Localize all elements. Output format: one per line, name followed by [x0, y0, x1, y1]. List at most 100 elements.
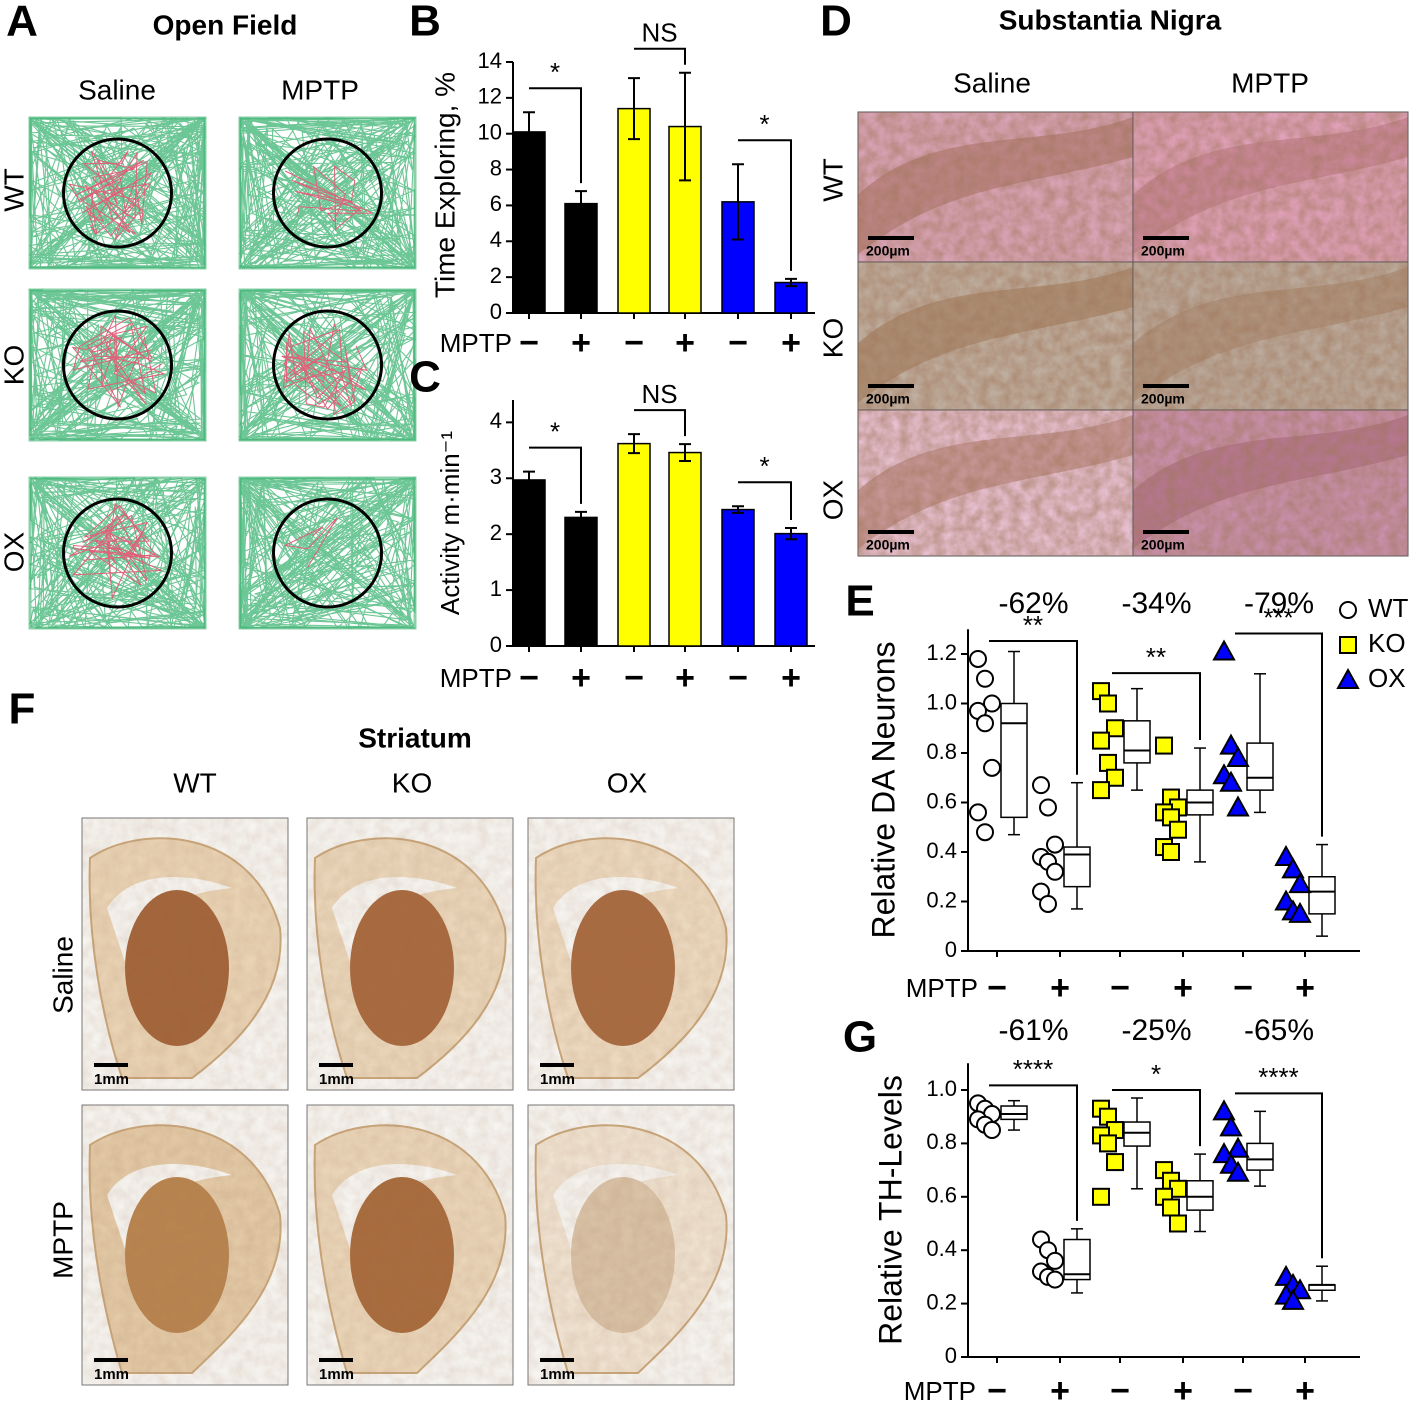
- section-texture: [307, 818, 513, 1090]
- section-texture: [82, 1105, 288, 1385]
- row-label: OX: [817, 479, 848, 520]
- data-point: [1219, 733, 1243, 755]
- y-tick-label: 14: [478, 48, 502, 73]
- data-point: [1092, 731, 1110, 750]
- track-path: [238, 288, 417, 442]
- section-image: 1mm: [81, 1104, 289, 1386]
- section-texture: [307, 1105, 513, 1385]
- scale-bar-label: 1mm: [319, 1071, 354, 1088]
- scale-bar-label: 200µm: [1141, 537, 1185, 553]
- significance-label: **: [1146, 642, 1166, 672]
- data-point: [1099, 694, 1117, 713]
- significance-label: *: [550, 57, 560, 87]
- y-tick-label: 0.2: [926, 1289, 957, 1314]
- bar: [617, 442, 651, 647]
- row-label: OX: [0, 531, 29, 572]
- y-tick-label: 8: [490, 155, 502, 180]
- y-tick-label: 0.8: [926, 739, 957, 764]
- section-image: 1mm: [527, 817, 735, 1091]
- y-tick-label: 1.2: [926, 640, 957, 665]
- x-tick-label: −: [519, 324, 539, 362]
- data-point: [983, 694, 1001, 713]
- error-bar: [523, 470, 535, 490]
- legend-marker: [1336, 667, 1360, 689]
- x-axis-label: MPTP: [904, 1376, 976, 1406]
- histology-image: 200µm: [857, 261, 1134, 411]
- bar: [721, 508, 755, 647]
- x-tick-label: +: [571, 324, 591, 362]
- data-point: [1288, 872, 1312, 894]
- center-track: [284, 165, 373, 231]
- error-bar: [679, 71, 691, 182]
- row-label: WT: [817, 158, 848, 202]
- column-label: Saline: [78, 74, 156, 105]
- y-tick-label: 0.4: [926, 1236, 957, 1261]
- data-point: [1226, 745, 1250, 767]
- y-tick-label: 4: [490, 408, 502, 433]
- x-tick-label: +: [1295, 969, 1315, 1007]
- box: [1186, 1180, 1214, 1211]
- section-image: 1mm: [527, 1104, 735, 1386]
- track-path: [238, 116, 417, 270]
- y-tick-label: 0.4: [926, 838, 957, 863]
- scale-bar-label: 1mm: [94, 1366, 129, 1383]
- panel-label: C: [409, 353, 441, 402]
- row-label: MPTP: [47, 1201, 78, 1279]
- y-axis-label: Activity m·min⁻¹: [435, 431, 465, 616]
- y-tick-label: 1.0: [926, 1076, 957, 1101]
- scale-bar-label: 200µm: [1141, 243, 1185, 259]
- row-label: KO: [0, 345, 29, 385]
- field-border: [28, 288, 207, 442]
- bar: [668, 451, 702, 647]
- data-point: [976, 714, 994, 733]
- x-tick-label: +: [1173, 1372, 1193, 1408]
- x-tick-label: −: [1110, 1372, 1130, 1408]
- x-tick-label: −: [987, 969, 1007, 1007]
- data-point: [1106, 719, 1124, 738]
- track-path: [28, 475, 207, 630]
- center-zone: [62, 309, 173, 421]
- significance-bracket: [634, 47, 686, 65]
- column-label: OX: [607, 767, 648, 798]
- x-tick-label: −: [519, 659, 539, 697]
- section-texture: [528, 1105, 734, 1385]
- y-axis-label: Relative DA Neurons: [865, 641, 901, 938]
- data-point: [1281, 857, 1305, 879]
- significance-label: *: [759, 451, 769, 481]
- x-tick-label: −: [728, 659, 748, 697]
- center-zone: [272, 309, 383, 421]
- data-point: [1219, 1115, 1243, 1137]
- data-point: [1046, 1251, 1064, 1270]
- data-point: [1162, 843, 1180, 861]
- panel-title: Substantia Nigra: [999, 4, 1222, 35]
- change-label: -61%: [998, 1014, 1068, 1047]
- error-bar: [523, 111, 535, 153]
- data-point: [1032, 776, 1050, 795]
- tissue-texture: [1133, 410, 1408, 556]
- data-point: [969, 803, 987, 822]
- significance-label: NS: [641, 18, 677, 48]
- open-field-track: [238, 475, 417, 630]
- significance-bracket: [1112, 672, 1201, 741]
- x-tick-label: +: [675, 324, 695, 362]
- y-tick-label: 0.2: [926, 887, 957, 912]
- section-image: 1mm: [81, 817, 289, 1091]
- data-point: [1092, 1187, 1110, 1206]
- row-label: KO: [817, 318, 848, 358]
- column-label: WT: [173, 767, 217, 798]
- column-label: MPTP: [1231, 67, 1309, 98]
- box: [1123, 1121, 1151, 1147]
- bar: [512, 479, 546, 647]
- field-border: [238, 476, 417, 630]
- data-point: [1219, 770, 1243, 792]
- panel-title: Striatum: [358, 722, 472, 753]
- panel-label: D: [820, 0, 852, 46]
- histology-image: 200µm: [1132, 409, 1409, 557]
- significance-bracket: [1235, 632, 1323, 837]
- y-tick-label: 0.6: [926, 788, 957, 813]
- panel-label: E: [845, 577, 874, 626]
- y-tick-label: 0.8: [926, 1129, 957, 1154]
- x-tick-label: +: [571, 659, 591, 697]
- data-point: [1281, 1288, 1305, 1310]
- error-bar: [679, 443, 691, 462]
